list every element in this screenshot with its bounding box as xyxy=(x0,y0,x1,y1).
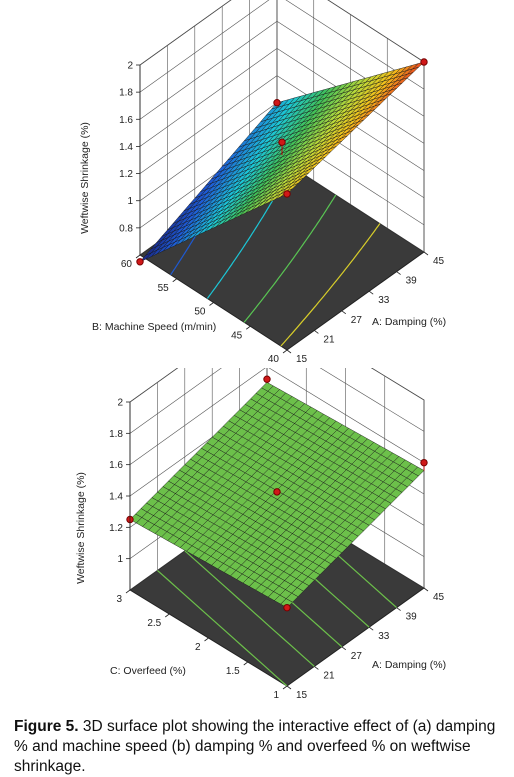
figure-caption: Figure 5. 3D surface plot showing the in… xyxy=(14,717,504,777)
y-tick-label: 2 xyxy=(195,642,201,653)
y-tick-label: 3 xyxy=(116,594,122,605)
z-tick-label: 1.8 xyxy=(119,88,133,99)
x-tick-label: 15 xyxy=(296,354,308,365)
z-tick-label: 1.6 xyxy=(119,115,133,126)
design-point xyxy=(263,375,271,383)
design-point xyxy=(420,458,428,467)
z-tick-label: 1.4 xyxy=(109,492,123,503)
design-point xyxy=(273,99,281,107)
x-axis-title: A: Damping (%) xyxy=(372,659,446,671)
y-tick-label: 2.5 xyxy=(147,618,161,629)
y-axis-title: B: Machine Speed (m/min) xyxy=(92,321,216,333)
x-tick-label: 33 xyxy=(378,631,390,642)
z-tick-label: 1.2 xyxy=(119,169,133,180)
z-tick-label: 0.8 xyxy=(119,223,133,234)
z-axis-title: Weftwise Shrinkage (%) xyxy=(79,122,91,234)
response-surface xyxy=(139,61,425,263)
x-tick-label: 33 xyxy=(378,295,390,306)
y-tick-label: 1 xyxy=(273,690,279,701)
x-tick-label: 21 xyxy=(323,334,335,345)
x-tick-label: 27 xyxy=(351,315,363,326)
x-tick-label: 45 xyxy=(433,592,445,603)
z-tick-label: 1.8 xyxy=(109,429,123,440)
y-tick-label: 60 xyxy=(121,259,133,270)
contour-line xyxy=(280,223,381,347)
surface-plot-damping-overfeed: 1 1.2 1.4 1.6 1.8 2 15 21 27 33 39 45 1 1.5 2 2.5 3 Weftw… xyxy=(0,303,514,713)
contour-line xyxy=(243,194,337,323)
z-axis-title: Weftwise Shrinkage (%) xyxy=(75,472,87,584)
z-tick-label: 1 xyxy=(127,196,133,207)
x-tick-label: 39 xyxy=(406,612,418,623)
z-tick-label: 1.6 xyxy=(109,460,123,471)
design-point xyxy=(136,258,144,266)
y-tick-label: 1.5 xyxy=(226,666,240,677)
contour-line xyxy=(184,550,315,667)
z-tick-label: 1 xyxy=(117,554,123,565)
design-points xyxy=(136,58,428,266)
surface-plot-damping-speed: 0.8 1 1.2 1.4 1.6 1.8 2 15 21 27 33 39 45 40 45 50 55 60 W… xyxy=(0,0,514,365)
floor-contours xyxy=(170,166,381,347)
caption-label: Figure 5. xyxy=(14,718,79,735)
caption-text: 3D surface plot showing the interactive … xyxy=(14,718,496,775)
x-tick-label: 27 xyxy=(351,651,363,662)
design-point xyxy=(283,603,291,612)
design-point xyxy=(273,488,281,496)
y-axis-title: C: Overfeed (%) xyxy=(110,665,186,677)
y-tick-label: 45 xyxy=(231,330,243,341)
z-tick-label: 2 xyxy=(117,398,123,409)
z-tick-label: 1.2 xyxy=(109,523,123,534)
design-point xyxy=(283,190,291,198)
x-tick-label: 45 xyxy=(433,256,445,267)
x-tick-label: 21 xyxy=(323,670,335,681)
x-tick-label: 39 xyxy=(406,276,418,287)
surface-plot-svg-1: 1 1.2 1.4 1.6 1.8 2 15 21 27 33 39 45 1 1.5 2 2.5 3 Weftw… xyxy=(75,303,446,701)
design-points xyxy=(126,375,428,612)
surface-plot-svg-0: 0.8 1 1.2 1.4 1.6 1.8 2 15 21 27 33 39 45 40 45 50 55 60 W… xyxy=(79,0,446,365)
y-tick-label: 55 xyxy=(158,283,170,294)
response-surface xyxy=(129,382,425,608)
contour-line xyxy=(157,569,288,687)
design-point xyxy=(420,58,428,66)
z-tick-label: 1.4 xyxy=(119,142,133,153)
x-axis-title: A: Damping (%) xyxy=(372,316,446,328)
z-tick-label: 2 xyxy=(127,61,133,72)
design-point xyxy=(278,138,286,146)
x-tick-label: 15 xyxy=(296,690,308,701)
y-tick-label: 40 xyxy=(268,354,280,365)
y-tick-label: 50 xyxy=(194,307,206,318)
